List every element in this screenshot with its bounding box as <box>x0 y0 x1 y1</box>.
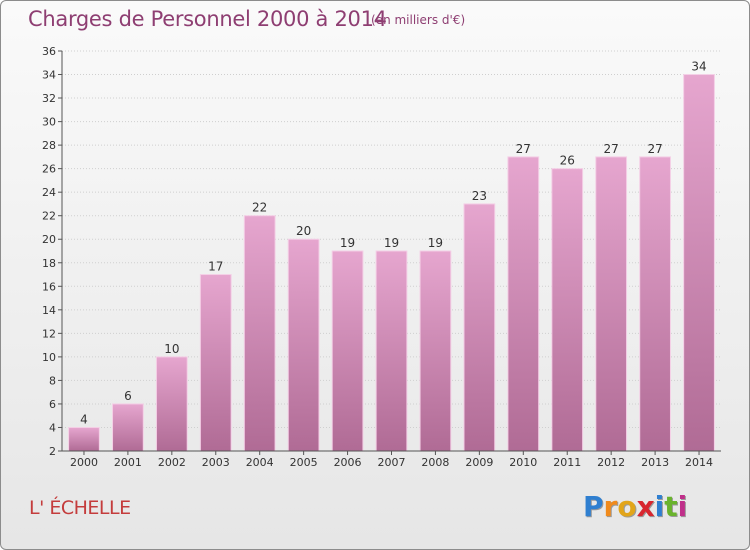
y-tick-label: 32 <box>42 92 56 105</box>
data-label: 27 <box>516 142 531 156</box>
x-tick-label: 2014 <box>685 456 713 469</box>
chart-subtitle: (en milliers d'€) <box>371 13 466 27</box>
x-tick-label: 2005 <box>290 456 318 469</box>
data-label: 4 <box>80 412 88 426</box>
bar <box>595 156 628 452</box>
x-tick-label: 2012 <box>597 456 625 469</box>
y-tick-label: 24 <box>42 186 56 199</box>
y-tick-label: 26 <box>42 163 56 176</box>
bars <box>68 74 715 452</box>
x-tick-label: 2000 <box>70 456 98 469</box>
bar <box>463 203 496 452</box>
commune-name: L' ÉCHELLE <box>29 497 131 519</box>
chart-title: Charges de Personnel 2000 à 2014 <box>28 7 387 31</box>
data-label: 26 <box>560 154 575 168</box>
data-label: 20 <box>296 224 311 238</box>
x-tick-label: 2008 <box>421 456 449 469</box>
data-label: 34 <box>691 60 706 74</box>
y-tick-label: 20 <box>42 233 56 246</box>
logo-letter: P <box>583 490 604 523</box>
bar <box>375 250 408 452</box>
proxiti-logo: Proxiti <box>583 490 687 523</box>
y-tick-label: 14 <box>42 304 56 317</box>
logo-letter: r <box>603 490 618 523</box>
data-label: 19 <box>428 236 443 250</box>
data-labels: 4 6 10 17 22 20 19 19 19 23 27 26 27 27 34 <box>80 60 707 427</box>
bar <box>287 238 320 452</box>
x-tick-label: 2013 <box>641 456 669 469</box>
bar <box>639 156 671 452</box>
y-tick-label: 10 <box>42 351 56 364</box>
data-label: 19 <box>340 236 355 250</box>
bar <box>155 356 188 452</box>
logo-letter: i <box>654 490 665 523</box>
bar <box>68 426 100 452</box>
logo-letter: t <box>664 490 678 523</box>
logo-letter: i <box>677 490 688 523</box>
bar <box>507 156 540 452</box>
y-tick-label: 30 <box>42 116 56 129</box>
y-tick-label: 34 <box>42 69 56 82</box>
y-tick-label: 22 <box>42 210 56 223</box>
logo-letter: x <box>636 490 655 523</box>
y-tick-label: 18 <box>42 257 56 270</box>
bar <box>199 274 232 452</box>
bar <box>243 215 276 452</box>
bar <box>551 168 584 452</box>
logo-letter: o <box>617 490 637 523</box>
x-tick-label: 2010 <box>509 456 537 469</box>
y-tick-label: 28 <box>42 139 56 152</box>
y-tick-label: 6 <box>49 398 56 411</box>
y-tick-label: 16 <box>42 280 56 293</box>
x-tick-label: 2011 <box>553 456 581 469</box>
x-tick-label: 2007 <box>378 456 406 469</box>
x-tick-label: 2006 <box>334 456 362 469</box>
data-label: 10 <box>164 342 179 356</box>
data-label: 23 <box>472 189 487 203</box>
x-tick-label: 2002 <box>158 456 186 469</box>
y-tick-label: 4 <box>49 421 56 434</box>
data-label: 6 <box>124 389 132 403</box>
y-tick-label: 8 <box>49 374 56 387</box>
x-tick-label: 2004 <box>246 456 274 469</box>
data-label: 27 <box>647 142 662 156</box>
data-label: 19 <box>384 236 399 250</box>
y-tick-label: 12 <box>42 327 56 340</box>
data-label: 27 <box>604 142 619 156</box>
bar <box>683 74 715 452</box>
x-tick-label: 2003 <box>202 456 230 469</box>
x-tick-label: 2001 <box>114 456 142 469</box>
y-tick-label: 2 <box>49 445 56 458</box>
y-tick-label: 36 <box>42 45 56 58</box>
bar <box>331 250 364 452</box>
bar <box>112 403 144 452</box>
data-label: 22 <box>252 201 267 215</box>
bar <box>419 250 452 452</box>
data-label: 17 <box>208 260 223 274</box>
x-tick-label: 2009 <box>465 456 493 469</box>
